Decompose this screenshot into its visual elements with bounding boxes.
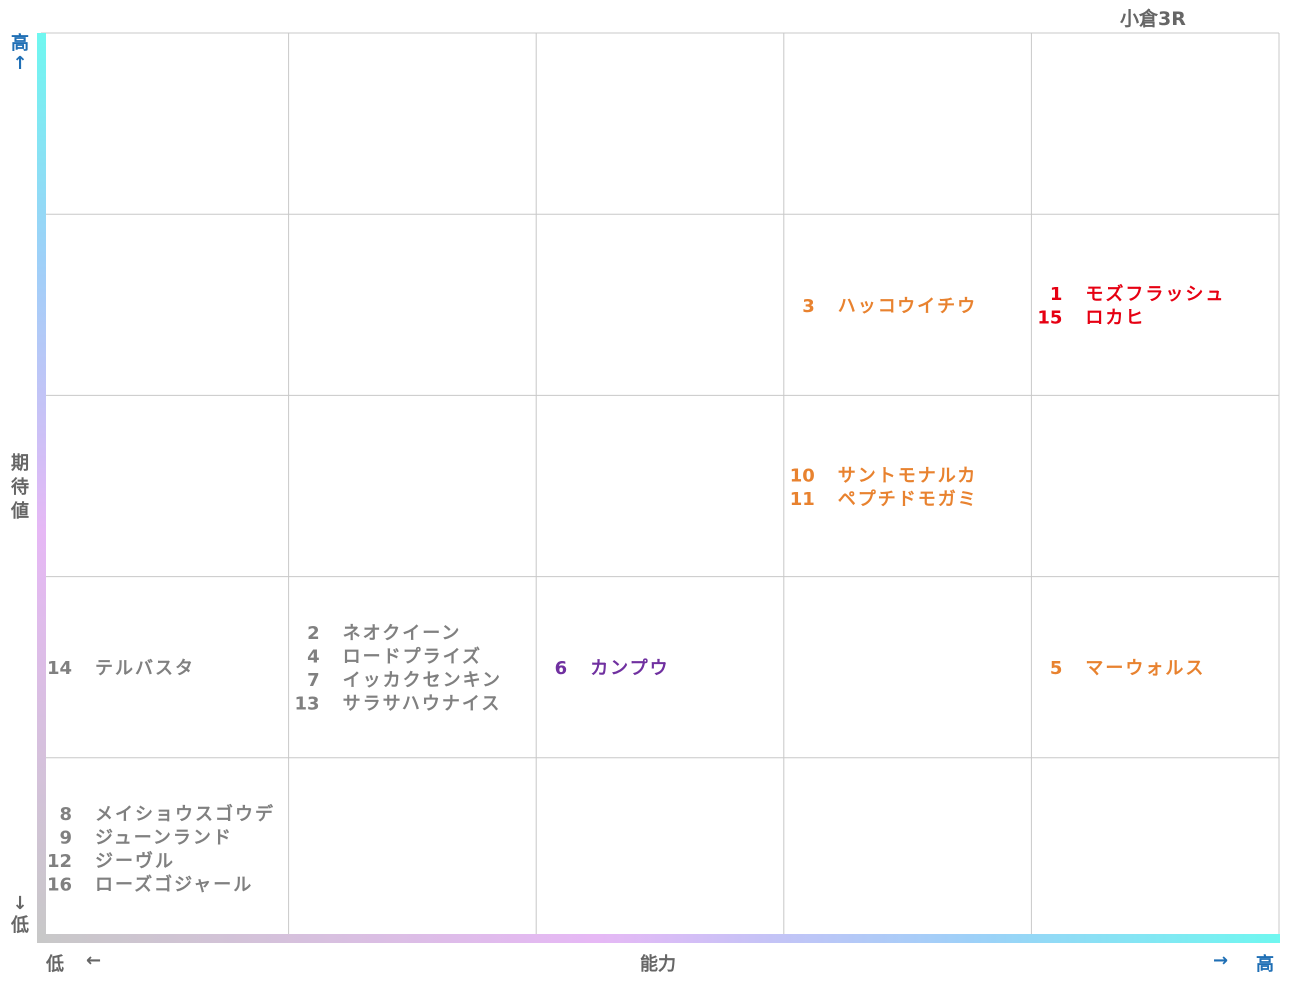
horse-number: 9 [59,828,72,849]
horse-name: イッカクセンキン [343,670,502,691]
y-axis-title: 期 待 値 [8,452,32,524]
horse-number: 13 [295,693,320,714]
y-axis-high-label: 高 ↑ [8,34,32,74]
race-title: 小倉3R [1120,8,1186,30]
horse-number: 16 [47,875,72,896]
y-title-char: 値 [11,501,29,522]
y-low-text: 低 [11,915,29,936]
x-axis-high-label: 高 [1256,954,1274,975]
horse-number: 1 [1050,284,1063,305]
y-axis-bar [37,33,46,939]
horse-name: ローズゴジャール [95,874,253,896]
horse-number: 2 [307,623,320,644]
horse-number: 6 [555,658,568,679]
horse-name: カンプウ [590,657,669,679]
cell-group: 5 マーウォルス [1050,658,1205,679]
y-axis-low-label: ↓ 低 [8,893,32,937]
horse-name: ジューンランド [95,828,233,849]
x-axis-low-label: 低 [46,954,64,975]
horse-name: テルバスタ [95,658,195,679]
x-axis-bar [37,934,1280,943]
horse-number: 8 [59,804,72,825]
horse-name: ハッコウイチウ [838,296,977,317]
horse-name: モズフラッシュ [1085,283,1225,305]
cell-group: 6 カンプウ [555,657,669,679]
horse-number: 15 [1037,308,1062,329]
cell-group: 10 サントモナルカ 11 ペプチドモガミ [790,465,978,510]
horse-number: 7 [307,670,320,691]
cell-group: 3 ハッコウイチウ [802,296,977,317]
horse-name: サントモナルカ [838,465,977,486]
horse-number: 14 [47,658,72,679]
horse-name: マーウォルス [1085,658,1205,679]
down-arrow-icon: ↓ [12,893,28,914]
horse-name: ペプチドモガミ [838,488,978,510]
horse-number: 12 [47,851,72,872]
horse-name: ロカヒ [1085,308,1145,329]
horse-name: ジーヴル [95,850,175,872]
horse-name: ロードプライズ [343,645,482,667]
left-arrow-icon: ← [86,950,102,971]
y-title-char: 期 [11,453,29,474]
horse-name: メイショウスゴウデ [95,803,275,825]
x-axis-title: 能力 [640,954,676,975]
cell-group: 1 モズフラッシュ 15 ロカヒ [1037,283,1225,329]
horse-number: 5 [1050,658,1063,679]
horse-number: 4 [307,646,320,667]
horse-number: 10 [790,465,815,486]
right-arrow-icon: → [1213,950,1229,971]
cell-group: 14 テルバスタ [47,658,195,679]
horse-number: 11 [790,489,815,510]
up-arrow-icon: ↑ [12,53,28,74]
cell-group: 8 メイショウスゴウデ 9 ジューンランド 12 ジーヴル 16 ローズゴジャール [47,803,275,896]
grid [41,32,1280,939]
horse-number: 3 [802,296,815,317]
horse-name: サラサハウナイス [343,693,502,714]
y-high-text: 高 [11,33,29,54]
cell-group: 2 ネオクイーン 4 ロードプライズ 7 イッカクセンキン 13 サラサハウナイス [295,623,502,715]
y-title-char: 待 [11,477,29,498]
horse-name: ネオクイーン [343,623,462,644]
